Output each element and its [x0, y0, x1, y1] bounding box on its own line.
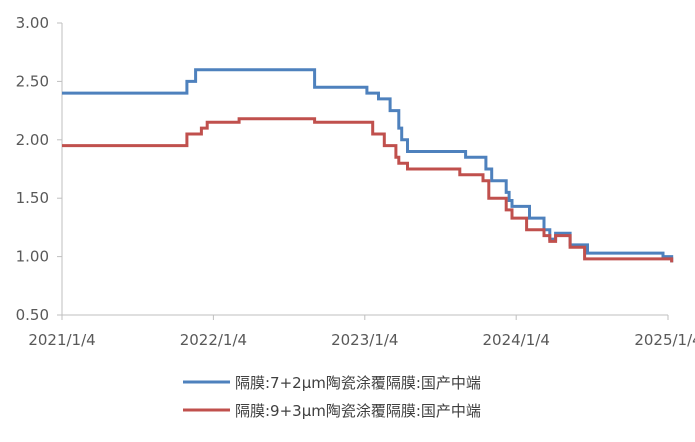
- legend-label-2: 隔膜:9+3μm陶瓷涂覆隔膜:国产中端: [235, 402, 481, 420]
- series-line-2: [62, 117, 674, 263]
- x-axis-ticks: 2021/1/4 2022/1/4 2023/1/4 2024/1/4 2025/1/4: [28, 315, 695, 349]
- x-tick-label: 2022/1/4: [180, 331, 247, 349]
- x-tick-label: 2025/1/4: [634, 331, 695, 349]
- y-tick-label: 1.50: [16, 189, 49, 207]
- y-axis-ticks: 0.50 1.00 1.50 2.00 2.50 3.00: [16, 14, 62, 324]
- series-line-1: [62, 68, 674, 263]
- y-tick-label: 2.00: [16, 131, 49, 149]
- x-tick-label: 2021/1/4: [28, 331, 95, 349]
- y-tick-label: 1.00: [16, 248, 49, 266]
- plot-area: [62, 68, 674, 263]
- y-tick-label: 0.50: [16, 306, 49, 324]
- x-tick-label: 2024/1/4: [483, 331, 550, 349]
- y-tick-label: 2.50: [16, 72, 49, 90]
- legend-label-1: 隔膜:7+2μm陶瓷涂覆隔膜:国产中端: [235, 374, 481, 392]
- y-tick-label: 3.00: [16, 14, 49, 32]
- x-tick-label: 2023/1/4: [331, 331, 398, 349]
